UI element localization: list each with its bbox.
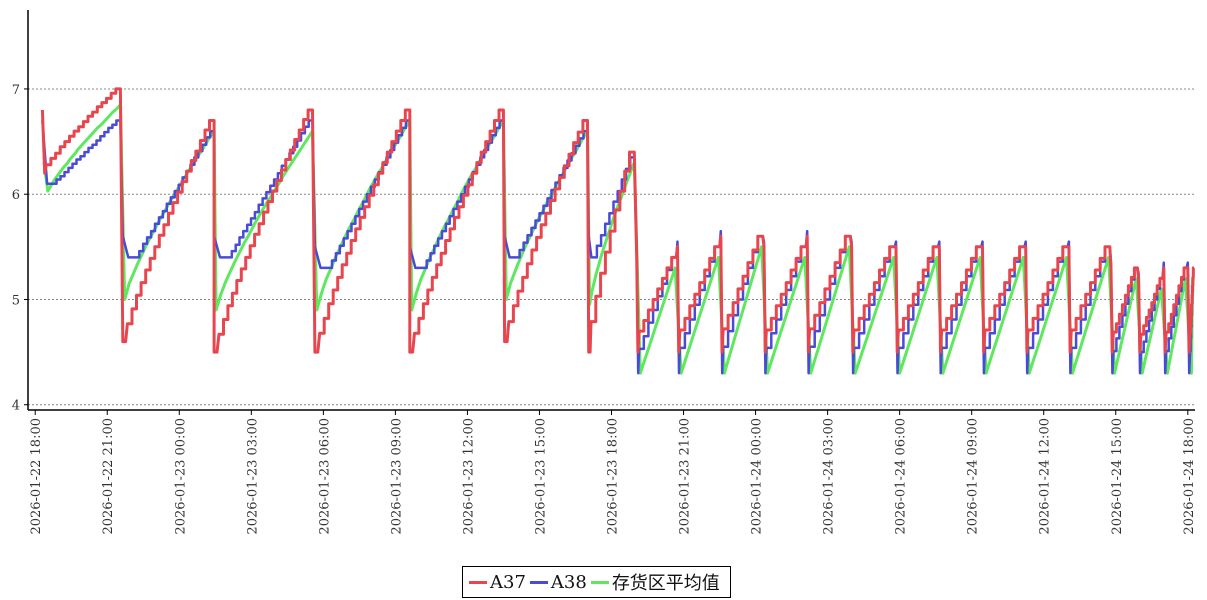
x-tick-label-16: 2026-01-24 18:00 xyxy=(1182,418,1197,535)
x-tick-label-7: 2026-01-23 15:00 xyxy=(533,418,548,535)
series-lines xyxy=(40,87,1195,375)
legend-swatch-avg xyxy=(590,580,609,584)
x-tick-label-11: 2026-01-24 03:00 xyxy=(822,418,837,535)
x-tick-label-9: 2026-01-23 21:00 xyxy=(678,418,693,535)
x-tick-label-12: 2026-01-24 06:00 xyxy=(894,418,909,535)
x-tick-label-15: 2026-01-24 15:00 xyxy=(1110,418,1125,535)
y-tick-label-3: 7 xyxy=(12,83,20,98)
x-tick-label-0: 2026-01-22 18:00 xyxy=(29,418,44,535)
x-tick-label-6: 2026-01-23 12:00 xyxy=(461,418,476,535)
x-tick-label-10: 2026-01-24 00:00 xyxy=(750,418,765,535)
x-tick-labels: 2026-01-22 18:00 2026-01-22 21:00 2026-01-… xyxy=(29,410,1197,535)
series-line-a37 xyxy=(40,87,1195,354)
legend-item-a37: A37 xyxy=(469,572,526,593)
y-tick-label-2: 6 xyxy=(12,188,20,203)
x-tick-label-14: 2026-01-24 12:00 xyxy=(1038,418,1053,535)
legend: A37 A38 存货区平均值 xyxy=(462,566,731,598)
x-tick-label-4: 2026-01-23 06:00 xyxy=(317,418,332,535)
y-tick-label-0: 4 xyxy=(12,399,20,414)
legend-swatch-a37 xyxy=(469,580,487,584)
x-tick-label-5: 2026-01-23 09:00 xyxy=(389,418,404,535)
legend-label-a37: A37 xyxy=(490,571,526,593)
x-tick-label-1: 2026-01-22 21:00 xyxy=(101,418,116,535)
legend-item-a38: A38 xyxy=(529,571,587,593)
x-tick-label-2: 2026-01-23 00:00 xyxy=(173,418,188,535)
x-tick-label-3: 2026-01-23 03:00 xyxy=(245,418,260,535)
legend-label-avg: 存货区平均值 xyxy=(611,573,720,594)
legend-label-a38: A38 xyxy=(550,571,587,593)
legend-item-avg: 存货区平均值 xyxy=(590,569,720,595)
axes xyxy=(27,10,1195,411)
series-line-avg xyxy=(42,103,1195,375)
y-tick-labels: 4 5 6 7 xyxy=(12,83,20,414)
y-tick-label-1: 5 xyxy=(12,293,20,308)
x-tick-label-8: 2026-01-23 18:00 xyxy=(606,418,621,535)
x-tick-label-13: 2026-01-24 09:00 xyxy=(966,418,981,535)
legend-swatch-a38 xyxy=(529,580,548,584)
